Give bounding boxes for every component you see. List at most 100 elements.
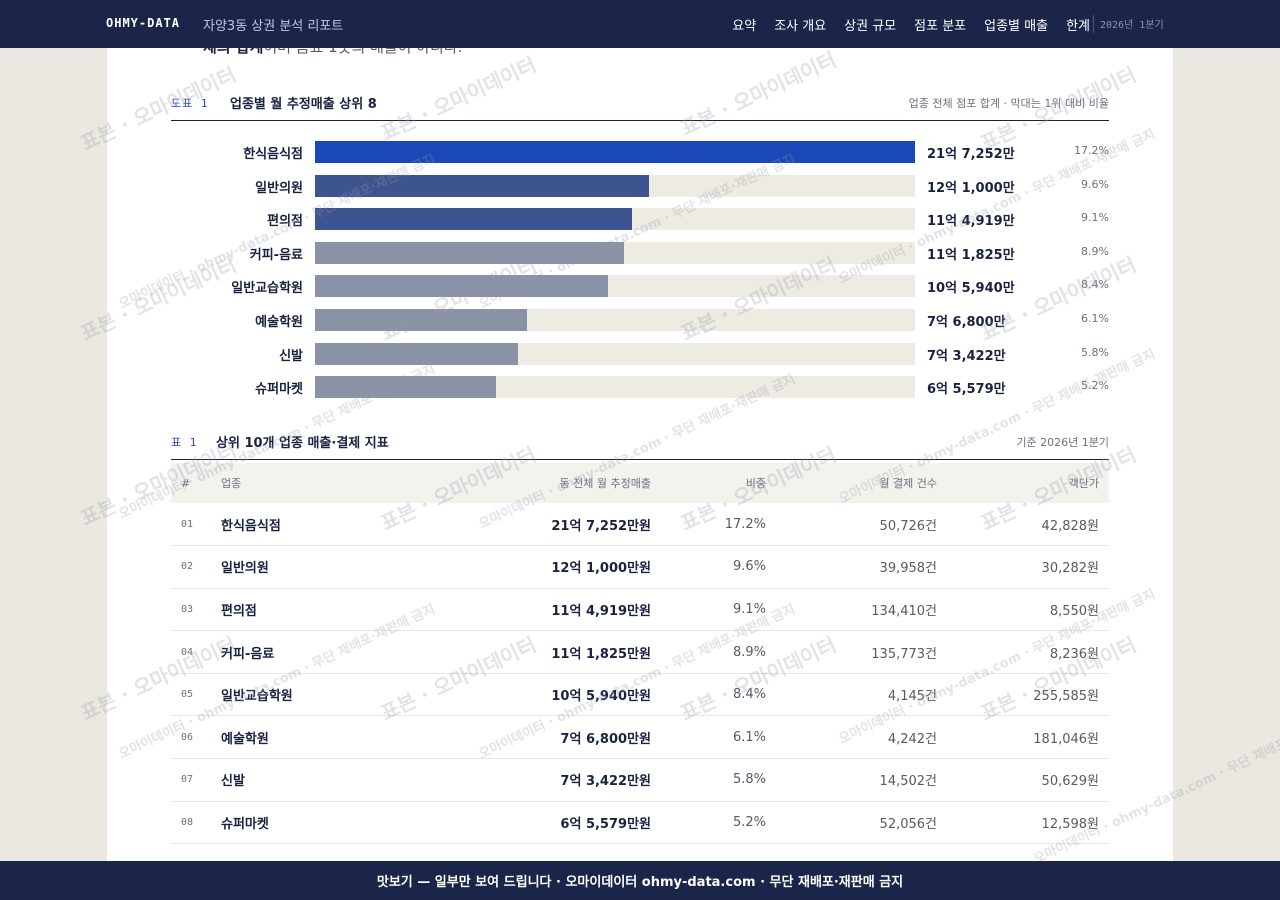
avg-ticket-cell: 42,828원: [1041, 518, 1099, 534]
intro-bold: 체의 합계: [203, 48, 263, 56]
period-label: 2026년 1분기: [1100, 20, 1164, 31]
table-title: 상위 10개 업종 매출·결제 지표: [216, 436, 389, 451]
table-note: 기준 2026년 1분기: [1016, 436, 1109, 449]
bar-row: 슈퍼마켓 6억 5,579만 5.2%: [171, 376, 1109, 399]
preview-footer-bar: 맛보기 — 일부만 보여 드립니다 · 오마이데이터 ohmy-data.com…: [0, 861, 1280, 900]
table-header: 표 1 상위 10개 업종 매출·결제 지표 기준 2026년 1분기: [171, 432, 1109, 460]
transactions-cell: 50,726건: [879, 518, 937, 534]
avg-ticket-cell: 50,629원: [1041, 774, 1099, 790]
col-header-avg-ticket: 객단가: [1068, 477, 1099, 490]
bar: [315, 309, 528, 331]
industry-cell: 한식음식점: [221, 518, 281, 534]
bar-category-label: 편의점: [267, 214, 303, 230]
bar-share-label: 9.1%: [1081, 211, 1109, 225]
share-cell: 8.9%: [732, 644, 766, 660]
bar-category-label: 일반의원: [255, 180, 303, 196]
report-page: 체의 합계이며 음료 1곳의 매출이 아니다. 도표 1 업종별 월 추정매출 …: [107, 48, 1173, 861]
report-title: 자양3동 상권 분석 리포트: [203, 19, 344, 34]
brand-logo[interactable]: OHMY-DATA: [106, 16, 181, 30]
industry-cell: 신발: [221, 774, 245, 790]
revenue-cell: 11억 4,919만원: [551, 603, 651, 619]
share-cell: 9.1%: [732, 601, 766, 617]
table-row: 03 편의점 11억 4,919만원 9.1% 134,410건 8,550원: [171, 588, 1109, 631]
transactions-cell: 52,056건: [879, 816, 937, 832]
industry-cell: 일반교습학원: [221, 689, 293, 705]
industry-metrics-table: # 업종 동 전체 월 추정매출 비중 월 결제 건수 객단가 01 한식음식점 2…: [171, 463, 1109, 844]
col-header-share: 비중: [745, 477, 766, 490]
bar-category-label: 예술학원: [255, 315, 303, 330]
bar-track: [315, 141, 915, 163]
transactions-cell: 135,773건: [871, 646, 937, 662]
table-row: 05 일반교습학원 10억 5,940만원 8.4% 4,145건 255,585원: [171, 673, 1109, 716]
bar: [315, 275, 608, 298]
avg-ticket-cell: 30,282원: [1041, 561, 1099, 577]
industry-cell: 편의점: [221, 603, 257, 619]
rank-cell: 04: [181, 646, 194, 658]
bar-value-label: 10억 5,940만: [927, 281, 1015, 297]
rank-cell: 01: [181, 518, 194, 530]
bar-value-label: 6억 5,579만: [927, 382, 1006, 398]
nav-link-store-distribution[interactable]: 점포 분포: [914, 18, 967, 34]
figure-title: 업종별 월 추정매출 상위 8: [230, 97, 377, 112]
bar-row: 일반의원 12억 1,000만 9.6%: [171, 174, 1109, 197]
col-header-industry: 업종: [221, 477, 242, 490]
bar-row: 한식음식점 21억 7,252만 17.2%: [171, 141, 1109, 163]
nav-link-overview[interactable]: 조사 개요: [774, 18, 827, 34]
col-header-transactions: 월 결제 건수: [879, 477, 937, 490]
bar-category-label: 슈퍼마켓: [255, 382, 303, 398]
share-cell: 17.2%: [724, 516, 766, 532]
transactions-cell: 4,145건: [887, 689, 937, 705]
nav-link-summary[interactable]: 요약: [732, 18, 757, 34]
bar-row: 커피-음료 11억 1,825만 8.9%: [171, 241, 1109, 264]
rank-cell: 05: [181, 689, 194, 701]
bar-value-label: 7억 6,800만: [927, 315, 1006, 330]
avg-ticket-cell: 8,550원: [1049, 603, 1099, 619]
bar-share-label: 5.2%: [1081, 379, 1109, 393]
bar-track: [315, 208, 915, 231]
intro-rest: 이며 음료 1곳의 매출이 아니다.: [263, 48, 462, 56]
bar-value-label: 11억 1,825만: [927, 247, 1015, 263]
revenue-cell: 7억 3,422만원: [560, 774, 651, 790]
share-cell: 9.6%: [732, 559, 766, 575]
revenue-cell: 21억 7,252만원: [551, 518, 651, 534]
bar-share-label: 8.4%: [1081, 278, 1109, 292]
bar-value-label: 7억 3,422만: [927, 348, 1006, 364]
bar-share-label: 8.9%: [1081, 244, 1109, 258]
bar-category-label: 한식음식점: [243, 147, 303, 162]
bar-category-label: 커피-음료: [249, 247, 303, 263]
bar-value-label: 12억 1,000만: [927, 180, 1015, 196]
revenue-cell: 12억 1,000만원: [551, 561, 651, 577]
transactions-cell: 39,958건: [879, 561, 937, 577]
table-row: 07 신발 7억 3,422만원 5.8% 14,502건 50,629원: [171, 759, 1109, 802]
table-row: 02 일반의원 12억 1,000만원 9.6% 39,958건 30,282원: [171, 546, 1109, 589]
nav-link-market-size[interactable]: 상권 규모: [844, 18, 897, 34]
industry-cell: 슈퍼마켓: [221, 816, 269, 832]
bar-track: [315, 376, 915, 399]
transactions-cell: 14,502건: [879, 774, 937, 790]
rank-cell: 06: [181, 731, 194, 743]
nav-divider: [1093, 15, 1094, 33]
revenue-cell: 7억 6,800만원: [560, 731, 651, 747]
share-cell: 6.1%: [732, 729, 766, 745]
table-row: 01 한식음식점 21억 7,252만원 17.2% 50,726건 42,828원: [171, 503, 1109, 546]
rank-cell: 07: [181, 774, 194, 786]
rank-cell: 03: [181, 603, 194, 615]
bar-row: 예술학원 7억 6,800만 6.1%: [171, 309, 1109, 331]
bar-category-label: 신발: [279, 348, 303, 364]
bar-category-label: 일반교습학원: [231, 281, 303, 297]
table-row: 08 슈퍼마켓 6억 5,579만원 5.2% 52,056건 12,598원: [171, 801, 1109, 844]
nav-link-limitations[interactable]: 한계: [1066, 18, 1090, 34]
intro-text: 체의 합계이며 음료 1곳의 매출이 아니다.: [203, 48, 462, 57]
avg-ticket-cell: 8,236원: [1049, 646, 1099, 662]
bar: [315, 342, 518, 365]
bar-share-label: 17.2%: [1074, 144, 1109, 157]
bar: [315, 141, 915, 163]
bar: [315, 208, 633, 231]
bar-row: 일반교습학원 10억 5,940만 8.4%: [171, 275, 1109, 298]
table-number: 표 1: [171, 436, 198, 449]
nav-link-sales-by-industry[interactable]: 업종별 매출: [984, 18, 1049, 34]
bar-share-label: 5.8%: [1081, 345, 1109, 359]
industry-cell: 예술학원: [221, 731, 269, 747]
share-cell: 5.8%: [732, 772, 766, 788]
avg-ticket-cell: 255,585원: [1033, 689, 1099, 705]
